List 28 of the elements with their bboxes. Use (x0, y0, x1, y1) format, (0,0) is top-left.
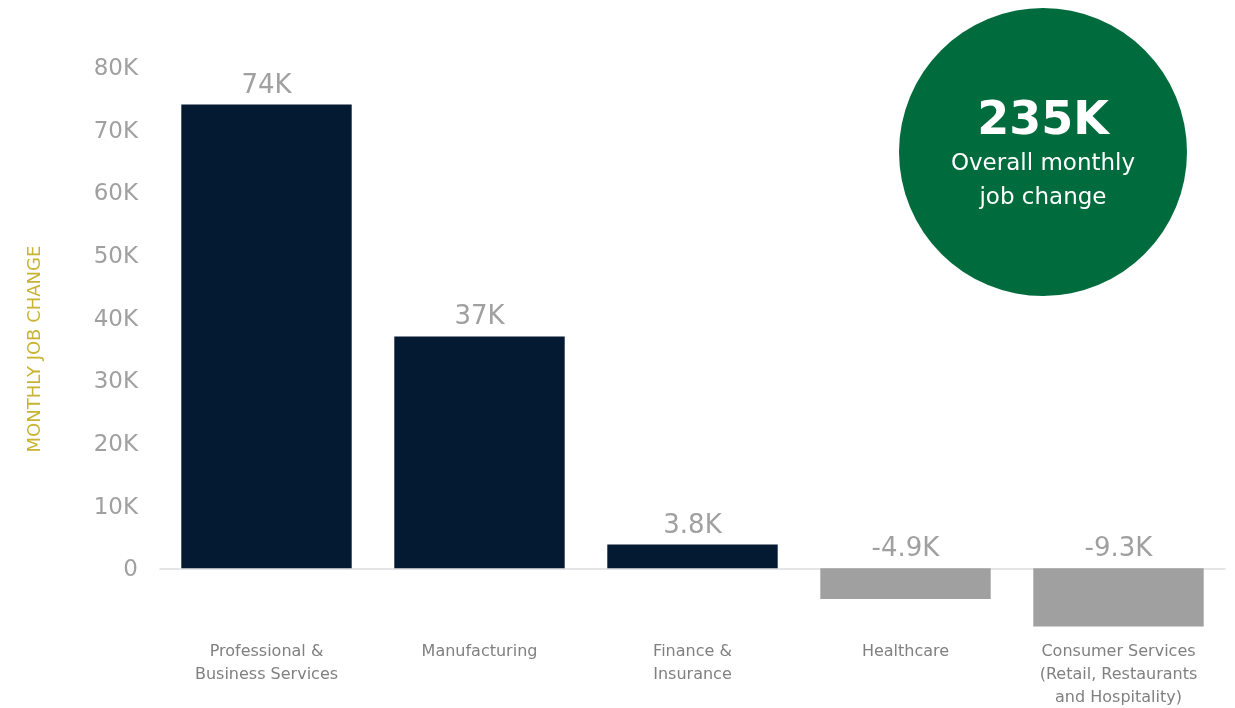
y-tick-label: 70K (93, 116, 139, 143)
y-tick-label: 50K (93, 242, 139, 268)
bar (181, 104, 352, 569)
bar (607, 544, 778, 569)
bar (394, 336, 565, 569)
data-label: 37K (454, 300, 506, 331)
x-tick-label: Healthcare (861, 641, 950, 660)
y-tick-label: 30K (93, 367, 139, 394)
bar (820, 568, 991, 600)
x-tick-label: Finance & Insurance (653, 641, 732, 683)
data-label: -4.9K (871, 532, 941, 563)
y-tick-label: 20K (93, 430, 139, 456)
data-label: -9.3K (1084, 532, 1154, 563)
y-tick-label: 40K (93, 304, 139, 331)
y-tick-label: 60K (93, 179, 139, 206)
circle-badge: 235K Overall monthly job change (899, 8, 1187, 296)
x-tick-label: Professional & Business Services (194, 641, 339, 683)
annotation: 235K (977, 91, 1109, 145)
x-tick-label: Consumer Services (Retail, Restaurants and Hospitality) (1039, 641, 1198, 706)
y-tick-label: 0 (123, 555, 138, 582)
x-tick-label: Manufacturing (421, 641, 538, 660)
bar (1033, 568, 1204, 627)
data-label: 74K (241, 68, 293, 99)
data-label: 3.8K (663, 508, 723, 539)
y-tick-label: 10K (93, 492, 139, 519)
annotation: Overall monthly job change (949, 148, 1137, 211)
y-tick-label: 80K (93, 54, 139, 80)
y-axis-title: MONTHLY JOB CHANGE (22, 245, 44, 453)
